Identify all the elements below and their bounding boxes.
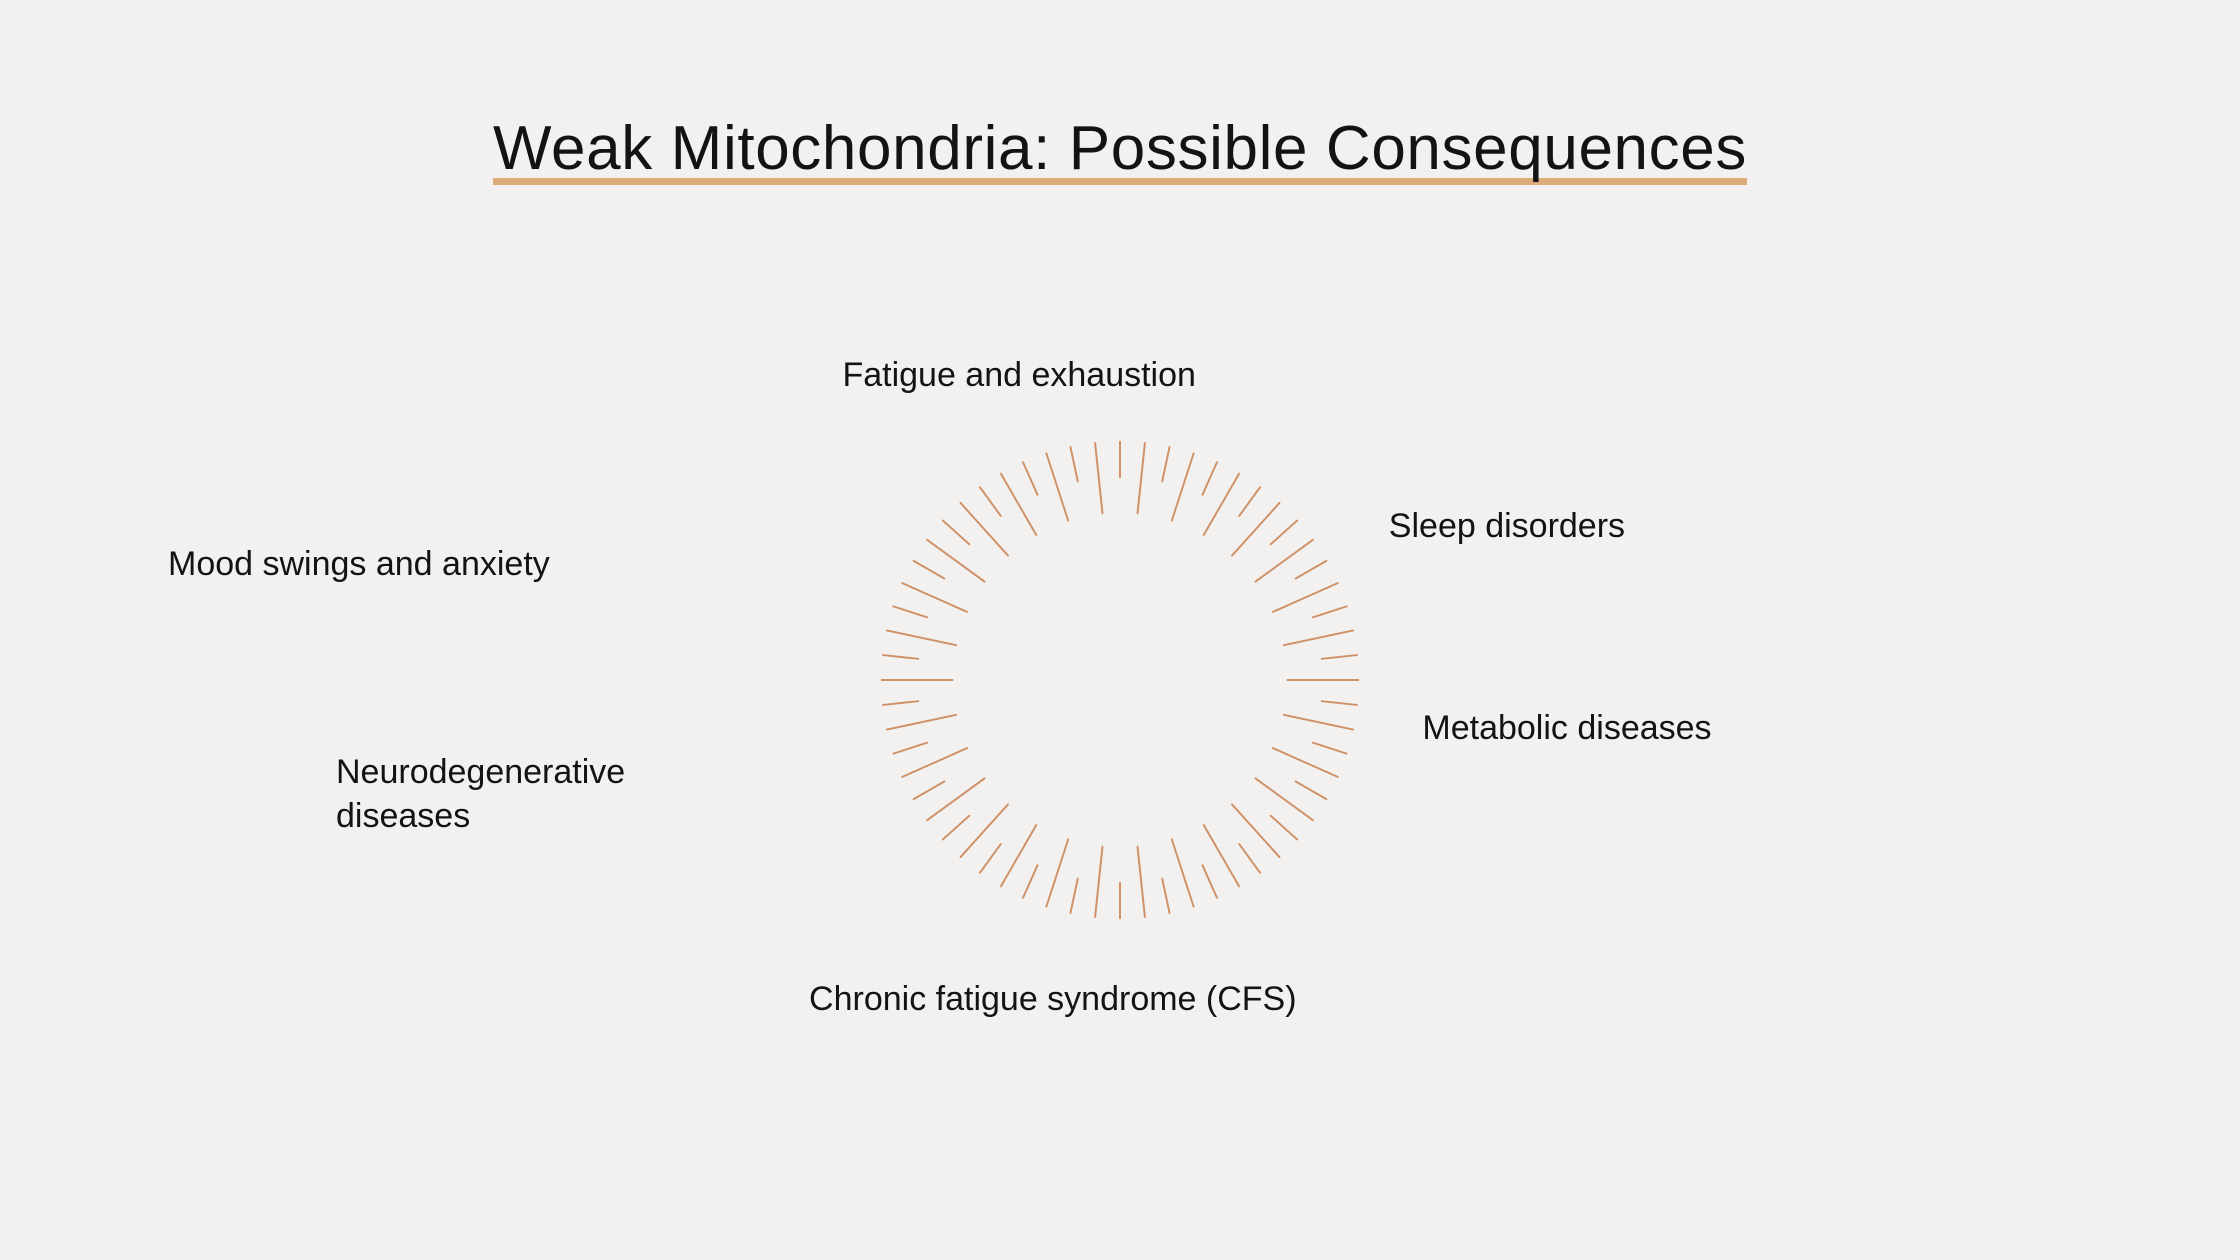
label-metabolic: Metabolic diseases — [1422, 706, 1711, 750]
sun-svg — [862, 423, 1377, 938]
sun-icon — [862, 423, 1377, 938]
infographic-stage: Weak Mitochondria: Possible Consequences… — [0, 0, 2240, 1260]
label-cfs: Chronic fatigue syndrome (CFS) — [809, 977, 1297, 1021]
title-wrap: Weak Mitochondria: Possible Consequences — [493, 113, 1747, 184]
page-title: Weak Mitochondria: Possible Consequences — [493, 113, 1747, 184]
label-sleep: Sleep disorders — [1389, 504, 1625, 548]
label-fatigue: Fatigue and exhaustion — [842, 353, 1195, 397]
label-mood: Mood swings and anxiety — [168, 542, 550, 586]
label-neuro: Neurodegenerativediseases — [336, 750, 625, 838]
